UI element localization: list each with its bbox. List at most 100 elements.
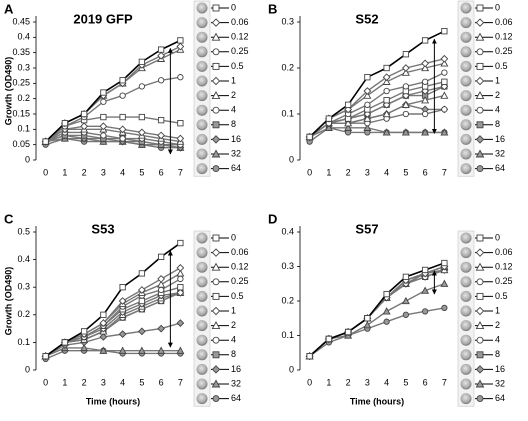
- data-point: [344, 328, 352, 336]
- data-point: [138, 113, 146, 121]
- series-line: [309, 127, 445, 138]
- data-point: [176, 134, 185, 143]
- data-point: [402, 311, 410, 318]
- data-point: [440, 59, 449, 67]
- y-axis-label: Growth (OD490): [3, 267, 13, 336]
- y-tick-label: 0.4: [17, 32, 30, 42]
- data-point: [440, 54, 449, 63]
- data-point: [176, 42, 185, 51]
- data-point: [80, 343, 89, 352]
- data-point: [157, 280, 166, 288]
- legend-label: 0.25: [231, 46, 249, 56]
- data-point: [363, 320, 372, 329]
- well-image: [460, 2, 472, 14]
- data-point: [383, 64, 390, 72]
- legend-label: 1: [231, 75, 236, 85]
- legend-marker: [476, 121, 484, 129]
- data-point: [157, 77, 165, 84]
- data-point: [176, 269, 185, 277]
- data-point: [383, 290, 390, 298]
- legend-marker: [211, 321, 221, 330]
- well-image: [196, 133, 208, 145]
- well-image: [460, 305, 472, 317]
- data-point: [100, 89, 107, 96]
- well-image: [460, 60, 472, 72]
- well-image: [196, 247, 208, 259]
- legend-marker: [211, 91, 221, 100]
- legend-marker: [476, 165, 484, 173]
- chart-title: S57: [355, 221, 378, 236]
- legend-marker: [475, 379, 485, 388]
- well-image: [460, 334, 472, 346]
- legend-strip: [193, 0, 211, 177]
- well-image: [196, 320, 208, 332]
- data-point: [382, 307, 391, 315]
- legend-marker: [212, 234, 220, 242]
- legend-label: 0.25: [231, 276, 249, 286]
- data-point: [344, 123, 353, 131]
- data-point: [42, 138, 49, 145]
- legend-marker: [211, 135, 221, 144]
- panel-label: D: [268, 211, 277, 226]
- legend-label: 0.06: [495, 17, 513, 27]
- well-image: [196, 2, 208, 14]
- legend-marker: [211, 248, 221, 257]
- legend-label: 0.5: [495, 61, 508, 71]
- x-tick-label: 7: [178, 377, 183, 387]
- x-tick-label: 2: [82, 377, 87, 387]
- y-tick-label: 0.2: [17, 309, 30, 319]
- well-image: [196, 349, 208, 361]
- legend-marker: [475, 365, 485, 374]
- y-tick-label: 0.35: [12, 47, 30, 57]
- data-point: [401, 68, 410, 76]
- legend-label: 0: [231, 2, 236, 12]
- legend-label: 16: [495, 134, 505, 144]
- data-point: [344, 119, 353, 127]
- x-tick-label: 6: [159, 377, 164, 387]
- y-tick-label: 0.3: [17, 282, 30, 292]
- well-image: [460, 290, 472, 302]
- well-image: [460, 320, 472, 332]
- legend-label: 64: [231, 163, 241, 173]
- data-point: [401, 91, 410, 100]
- data-point: [363, 123, 372, 131]
- data-point: [324, 123, 333, 131]
- data-point: [421, 110, 429, 118]
- x-tick-label: 3: [101, 377, 106, 387]
- legend-marker: [475, 248, 485, 257]
- legend-marker: [212, 395, 220, 403]
- well-image: [460, 104, 472, 116]
- legend-marker: [475, 18, 485, 27]
- data-point: [440, 279, 449, 287]
- legend-label: 1: [495, 75, 500, 85]
- x-axis-label: Time (hours): [350, 396, 404, 406]
- well-image: [460, 17, 472, 29]
- legend-label: 8: [231, 119, 236, 129]
- legend-label: 0.12: [231, 262, 249, 272]
- x-tick-label: 6: [159, 167, 164, 177]
- data-point: [325, 335, 333, 343]
- legend-label: 0.12: [231, 32, 249, 42]
- data-point: [137, 327, 146, 336]
- legend-label: 8: [231, 349, 236, 359]
- data-point: [157, 346, 166, 354]
- well-image: [196, 393, 208, 405]
- data-point: [176, 288, 185, 297]
- x-tick-label: 4: [384, 377, 389, 387]
- legend-label: 2: [495, 90, 500, 100]
- legend-marker: [211, 262, 221, 271]
- data-point: [421, 37, 429, 44]
- legend-label: 0: [231, 232, 236, 242]
- legend-label: 64: [495, 163, 505, 173]
- data-point: [421, 286, 430, 294]
- data-point: [402, 83, 410, 90]
- well-image: [460, 393, 472, 405]
- x-axis-label: Time (hours): [86, 396, 140, 406]
- x-tick-label: 5: [403, 377, 408, 387]
- data-point: [99, 319, 108, 327]
- x-tick-label: 4: [120, 377, 125, 387]
- legend-marker: [212, 4, 220, 12]
- data-point: [80, 110, 88, 118]
- series-line: [45, 134, 181, 146]
- data-point: [306, 133, 313, 141]
